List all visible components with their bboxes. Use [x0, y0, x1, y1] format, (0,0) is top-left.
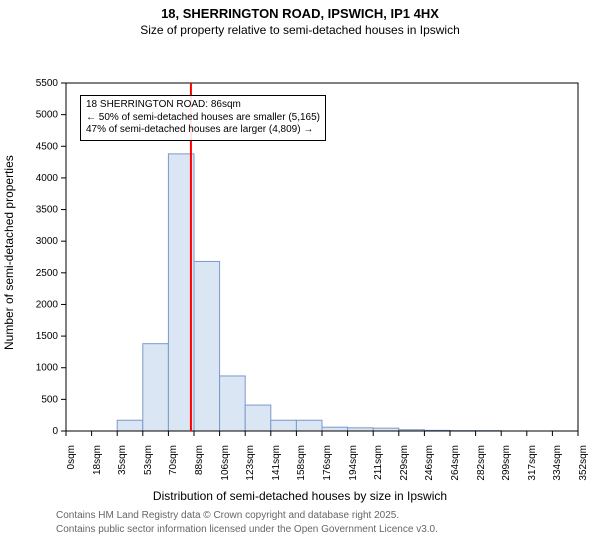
x-tick-label: 70sqm — [168, 445, 179, 495]
y-axis-title: Number of semi-detached properties — [2, 155, 16, 350]
x-tick-label: 229sqm — [399, 445, 410, 495]
histogram-bar — [220, 376, 246, 431]
x-tick-label: 352sqm — [578, 445, 589, 495]
svg-text:5000: 5000 — [36, 110, 59, 121]
histogram-bar — [194, 261, 220, 431]
svg-text:3500: 3500 — [36, 205, 59, 216]
x-tick-label: 282sqm — [476, 445, 487, 495]
svg-text:1000: 1000 — [36, 363, 59, 374]
histogram-bar — [245, 405, 271, 431]
x-tick-label: 158sqm — [296, 445, 307, 495]
svg-text:5500: 5500 — [36, 78, 59, 89]
x-tick-label: 211sqm — [373, 445, 384, 495]
svg-text:1500: 1500 — [36, 331, 59, 342]
x-axis-title: Distribution of semi-detached houses by … — [0, 489, 600, 503]
x-tick-label: 141sqm — [271, 445, 282, 495]
histogram-bar — [117, 420, 143, 431]
x-tick-label: 53sqm — [143, 445, 154, 495]
histogram-bar — [271, 420, 297, 431]
svg-text:0: 0 — [52, 426, 58, 437]
attribution-text: Contains HM Land Registry data © Crown c… — [56, 509, 438, 536]
svg-text:500: 500 — [41, 394, 58, 405]
x-tick-label: 194sqm — [348, 445, 359, 495]
svg-text:4500: 4500 — [36, 141, 59, 152]
histogram-bar — [296, 420, 322, 431]
annotation-box: 18 SHERRINGTON ROAD: 86sqm ← 50% of semi… — [80, 95, 326, 141]
x-tick-label: 0sqm — [66, 445, 77, 495]
attribution-line: Contains public sector information licen… — [56, 523, 438, 536]
svg-text:2000: 2000 — [36, 299, 59, 310]
annotation-line: 47% of semi-detached houses are larger (… — [86, 124, 320, 137]
annotation-line: 18 SHERRINGTON ROAD: 86sqm — [86, 99, 320, 112]
x-tick-label: 246sqm — [424, 445, 435, 495]
x-tick-label: 35sqm — [117, 445, 128, 495]
annotation-line: ← 50% of semi-detached houses are smalle… — [86, 112, 320, 125]
svg-text:3000: 3000 — [36, 236, 59, 247]
x-tick-label: 123sqm — [245, 445, 256, 495]
svg-text:2500: 2500 — [36, 268, 59, 279]
x-tick-label: 334sqm — [552, 445, 563, 495]
chart-title-sub: Size of property relative to semi-detach… — [0, 23, 600, 37]
x-tick-label: 317sqm — [527, 445, 538, 495]
attribution-line: Contains HM Land Registry data © Crown c… — [56, 509, 438, 523]
chart-title-main: 18, SHERRINGTON ROAD, IPSWICH, IP1 4HX — [0, 6, 600, 21]
x-tick-label: 106sqm — [220, 445, 231, 495]
x-tick-label: 88sqm — [194, 445, 205, 495]
x-tick-label: 299sqm — [501, 445, 512, 495]
x-tick-label: 176sqm — [322, 445, 333, 495]
histogram-bar — [322, 427, 348, 431]
svg-text:4000: 4000 — [36, 173, 59, 184]
x-tick-label: 18sqm — [92, 445, 103, 495]
x-tick-label: 264sqm — [450, 445, 461, 495]
histogram-bar — [143, 344, 169, 431]
